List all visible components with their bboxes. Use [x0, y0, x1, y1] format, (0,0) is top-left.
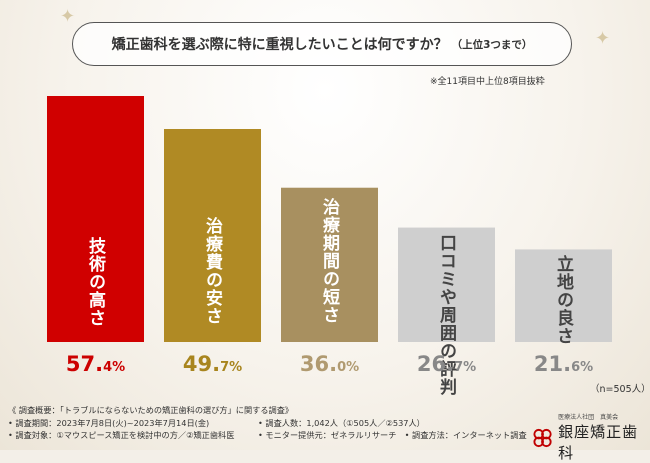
value-integer: 26. [416, 352, 455, 376]
value-label-3: 36.0% [300, 352, 359, 376]
survey-footer: 《 調査概要：「トラブルにならないための矯正歯科の選び方」に関する調査》 • 調… [8, 404, 527, 442]
bar-1 [47, 96, 144, 342]
value-decimal: 7% [220, 360, 243, 375]
category-label-4: 口コミや周囲の評判 [436, 233, 456, 396]
chart-title: 矯正歯科を選ぶ際に特に重視したいことは何ですか？ （上位3つまで） [72, 22, 572, 66]
logo-org: 医療法人社団 真美会 [558, 414, 619, 421]
category-label-3: 治療期間の短さ [319, 197, 339, 324]
logo-name: 銀座矯正歯科 [558, 423, 639, 462]
value-label-2: 49.7% [183, 352, 242, 376]
footer-method: • モニター提供元：ゼネラルリサーチ • 調査方法：インターネット調査 [258, 430, 527, 440]
footer-target: • 調査対象：①マウスピース矯正を検討中の方／②矯正歯科医 [8, 430, 235, 440]
bar-chart [47, 96, 612, 342]
category-label-5: 立地の良さ [553, 255, 573, 346]
logo-mark-icon [533, 428, 552, 447]
value-decimal: 4% [103, 360, 126, 375]
value-label-5: 21.6% [534, 352, 593, 376]
bar-2 [164, 129, 261, 342]
bar-4 [398, 227, 495, 342]
title-subtext: （上位3つまで） [451, 38, 533, 51]
value-integer: 57. [65, 352, 104, 376]
sparkle-icon: ✦ [595, 28, 611, 49]
footer-line-3: • 調査対象：①マウスピース矯正を検討中の方／②矯正歯科医 • モニター提供元：… [8, 429, 527, 442]
value-decimal: 7% [454, 360, 477, 375]
value-label-4: 26.7% [417, 352, 476, 376]
clinic-logo: 医療法人社団 真美会 銀座矯正歯科 [532, 412, 650, 463]
value-integer: 49. [182, 352, 221, 376]
sparkle-icon: ✦ [60, 6, 76, 27]
value-integer: 21. [533, 352, 572, 376]
value-decimal: 6% [571, 360, 594, 375]
footer-line-2: • 調査期間：2023年7月8日(火)~2023年7月14日(金) • 調査人数… [8, 417, 425, 430]
title-text: 矯正歯科を選ぶ際に特に重視したいことは何ですか？ [111, 37, 448, 53]
value-integer: 36. [299, 352, 338, 376]
chart-note: ※全11項目中上位8項目抜粋 [430, 77, 545, 87]
category-label-2: 治療費の安さ [202, 217, 222, 325]
sample-size: （n=505人） [590, 384, 650, 395]
footer-period: • 調査期間：2023年7月8日(火)~2023年7月14日(金) [8, 417, 210, 428]
footer-line-1: 《 調査概要：「トラブルにならないための矯正歯科の選び方」に関する調査》 [8, 405, 294, 415]
value-decimal: 0% [337, 360, 360, 375]
category-label-1: 技術の高さ [85, 236, 105, 327]
footer-count: • 調査人数：1,042人（①505人／②537人） [258, 417, 425, 428]
bar-3 [281, 187, 378, 342]
bar-5 [515, 249, 612, 342]
value-label-1: 57.4% [66, 352, 125, 376]
